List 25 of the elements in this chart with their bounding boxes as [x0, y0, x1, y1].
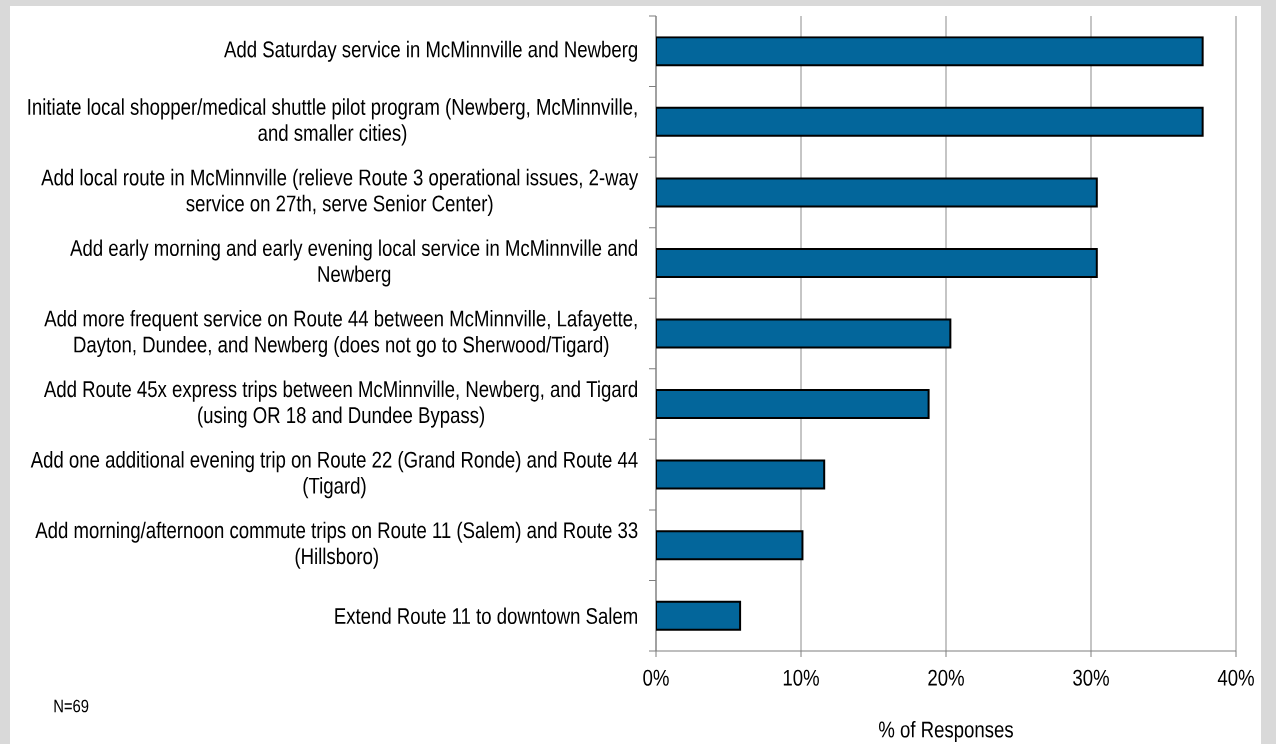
y-tick-label: Extend Route 11 to downtown Salem: [335, 607, 638, 625]
x-tick-label: 30%: [1073, 669, 1109, 686]
bar: [656, 36, 1204, 67]
bar: [656, 600, 742, 631]
x-tick-label: 0%: [643, 669, 669, 686]
y-tick-label: Initiate local shopper/medical shuttle pilot program (Newberg, McMinnville, and smaller cities): [28, 98, 637, 146]
x-tick-label: 40%: [1217, 669, 1254, 686]
y-tick-label: Add one additional evening trip on Route 22 (Grand Ronde) and Route 44 (Tigard): [30, 451, 638, 499]
y-tick-label: Add local route in McMinnville (relieve Route 3 operational issues, 2-way service on 27th, serve Senior Center): [41, 168, 639, 216]
bar: [656, 247, 1098, 278]
bar: [656, 459, 826, 490]
bar: [656, 530, 804, 561]
bar: [656, 106, 1204, 137]
y-tick-label: Add more frequent service on Route 44 between McMinnville, Lafayette, Dayton, Dundee, and Newberg (does not go to Sherwood/Tigard): [44, 309, 637, 358]
y-tick-label: Add early morning and early evening local service in McMinnville and Newberg: [70, 239, 637, 287]
y-tick-label: Add Route 45x express trips between McMinnville, Newberg, and Tigard (using OR 18 and Dundee Bypass): [43, 380, 638, 428]
bar: [656, 318, 952, 349]
text: N=69: [54, 699, 89, 713]
x-tick-label: 10%: [783, 669, 819, 686]
x-tick-label: 20%: [928, 669, 964, 686]
x-axis-title: % of Responses: [879, 720, 1013, 743]
y-tick-label: Add Saturday service in McMinnville and Newberg: [224, 40, 637, 62]
y-tick-label: Add morning/afternoon commute trips on Route 11 (Salem) and Route 33 (Hillsboro): [35, 521, 638, 569]
bar: [656, 389, 930, 420]
bar: [656, 177, 1098, 208]
